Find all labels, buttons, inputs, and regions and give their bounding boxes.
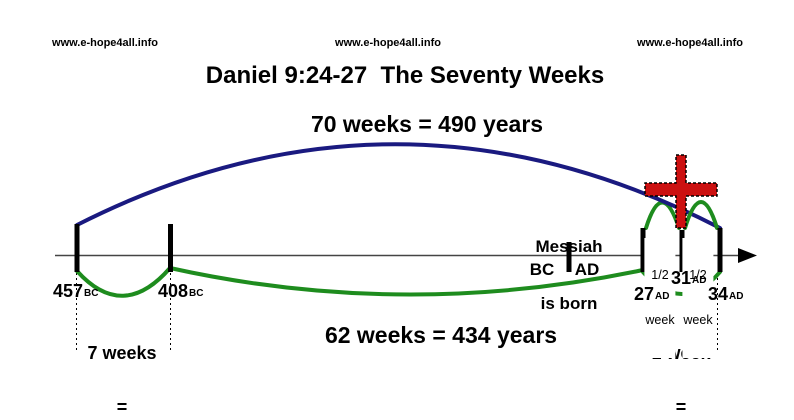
label-half-week-1-word: week xyxy=(645,313,675,327)
arc-62-weeks xyxy=(168,266,645,297)
year-408-era: BC xyxy=(189,288,204,299)
tick-408bc xyxy=(168,224,173,272)
watermark-center: www.e-hope4all.info xyxy=(335,37,441,49)
year-label-34ad: 34 AD xyxy=(708,284,744,304)
year-34-value: 34 xyxy=(708,284,729,304)
watermark-right: www.e-hope4all.info xyxy=(637,37,743,49)
label-messiah-line1: Messiah xyxy=(535,237,603,256)
label-half-week-2-word: week xyxy=(683,313,713,327)
year-31-era: AD xyxy=(692,275,707,286)
year-label-457bc: 457 BC xyxy=(53,281,99,301)
tick-34ad xyxy=(717,228,723,272)
label-7-weeks-line2: = xyxy=(116,397,128,417)
year-27-era: AD xyxy=(655,291,670,302)
label-half-week-1-fraction: 1/2 xyxy=(651,268,669,282)
label-7-weeks: 7 weeks = 49 years xyxy=(86,308,158,420)
arc-half-week-right xyxy=(683,200,719,230)
label-messiah: Messiah is born xyxy=(535,199,602,351)
year-408-value: 408 xyxy=(158,281,189,301)
year-457-era: BC xyxy=(84,288,99,299)
tick-messiah-born xyxy=(566,242,572,272)
year-34-era: AD xyxy=(729,291,744,302)
label-70-weeks: 70 weeks = 490 years xyxy=(310,111,544,137)
year-31-value: 31 xyxy=(671,268,692,288)
tick-31ad xyxy=(679,230,685,272)
label-messiah-line2: is born xyxy=(540,294,598,313)
tick-27ad xyxy=(640,228,646,272)
label-half-week-2: 1/2 week xyxy=(682,238,714,358)
label-7-weeks-line1: 7 weeks xyxy=(87,343,157,363)
arc-7-weeks xyxy=(75,266,172,298)
year-label-27ad: 27 AD xyxy=(634,284,670,304)
cross-icon xyxy=(644,154,718,229)
label-1-week-line2: = xyxy=(675,397,687,417)
label-half-week-2-fraction: 1/2 xyxy=(689,268,707,282)
label-ad: AD xyxy=(574,260,600,279)
watermark-left: www.e-hope4all.info xyxy=(52,37,158,49)
year-label-408bc: 408 BC xyxy=(158,281,204,301)
year-457-value: 457 xyxy=(53,281,84,301)
year-27-value: 27 xyxy=(634,284,655,304)
year-label-31ad: 31 AD xyxy=(671,268,707,288)
arc-70-weeks xyxy=(75,142,722,230)
tick-457bc xyxy=(74,224,80,272)
label-half-week-1: 1/2 week xyxy=(644,238,676,358)
label-bc: BC xyxy=(529,260,555,279)
label-62-weeks: 62 weeks = 434 years xyxy=(324,322,558,348)
timeline-arrowhead-icon xyxy=(738,248,757,263)
diagram-title: Daniel 9:24-27 The Seventy Weeks xyxy=(205,62,605,89)
